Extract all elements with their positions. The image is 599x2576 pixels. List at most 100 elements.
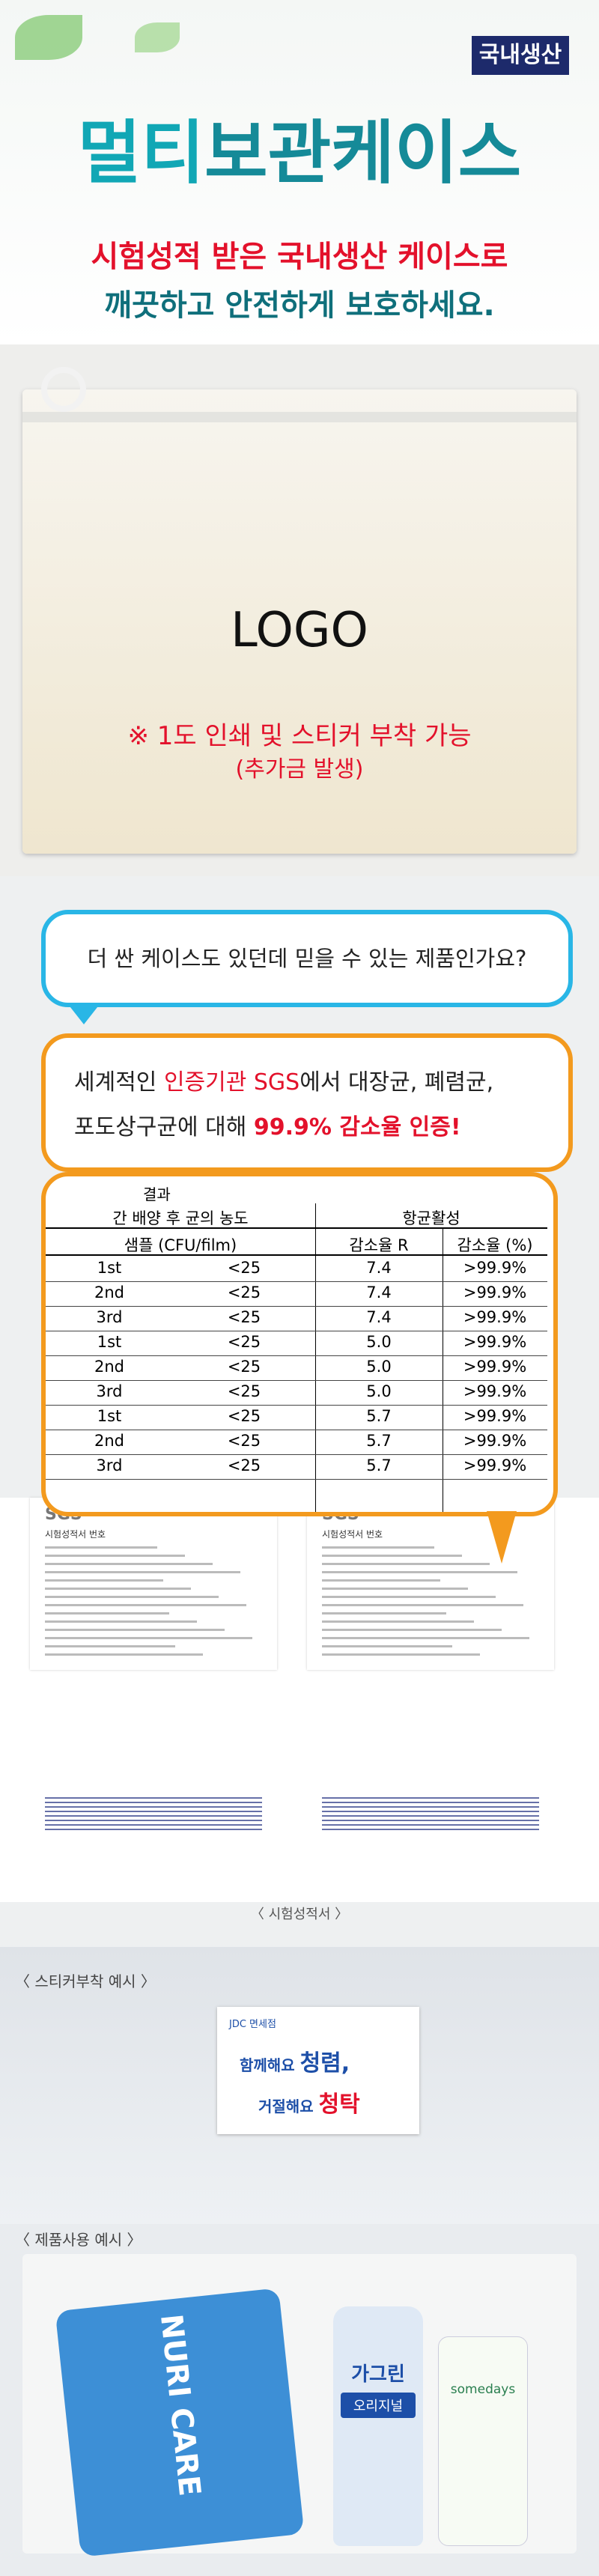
doc-text-line	[322, 1645, 452, 1647]
table-cell: >99.9%	[463, 1456, 527, 1474]
text: 포도상구균에 대해	[74, 1114, 254, 1140]
rule	[46, 1227, 547, 1229]
table-cell: 7.4	[366, 1308, 392, 1326]
test-section: 더 싼 케이스도 있던데 믿을 수 있는 제품인가요? 세계적인 인증기관 SG…	[0, 876, 599, 1947]
table-header: 감소율 R	[349, 1236, 409, 1254]
section-label: 〈 제품사용 예시 〉	[15, 2231, 142, 2249]
doc-text-line	[45, 1820, 262, 1821]
doc-text-line	[45, 1620, 197, 1623]
doc-text-line	[322, 1563, 490, 1565]
title-accent: 멀티	[77, 113, 205, 193]
table-cell: <25	[227, 1382, 261, 1400]
logo: LOGO	[231, 603, 368, 658]
table-cell: <25	[227, 1432, 261, 1450]
bag-photo: LOGO ※ 1도 인쇄 및 스티커 부착 가능 (추가금 발생)	[0, 344, 599, 876]
doc-text-line	[45, 1824, 262, 1826]
table-cell: 5.7	[366, 1456, 392, 1474]
doc-text-line	[45, 1653, 203, 1656]
doc-text-line	[322, 1629, 502, 1631]
ring	[41, 367, 86, 412]
table-caption: 결과	[143, 1185, 171, 1203]
table-cell: <25	[227, 1259, 261, 1277]
document: SGS시험성적서 번호	[307, 1498, 554, 1670]
row-rule	[46, 1454, 547, 1455]
sticker-line: 함께해요 청렴,	[240, 2044, 350, 2077]
row-rule	[46, 1281, 547, 1282]
table-cell: >99.9%	[463, 1358, 527, 1376]
table-cell: <25	[227, 1333, 261, 1351]
doc-text-line	[45, 1797, 262, 1799]
table-cell: 1st	[97, 1333, 122, 1351]
doc-text-line	[322, 1596, 496, 1598]
doc-text-line	[45, 1637, 252, 1639]
doc-text-line	[322, 1811, 539, 1812]
document: SGS시험성적서 번호	[30, 1498, 277, 1670]
wipes: NURI CARE	[55, 2288, 305, 2557]
doc-text-line	[322, 1797, 539, 1799]
table-cell: >99.9%	[463, 1407, 527, 1425]
table-bubble: 결과 간 배양 후 균의 농도 항균활성 샘플 (CFU/film) 감소율 R 감소율 …	[41, 1172, 558, 1516]
bubble-tail	[67, 1003, 100, 1024]
usage-section: 〈 제품사용 예시 〉 NURI CARE 가그린 오리지널 somedays	[0, 2224, 599, 2576]
product-text: NURI CARE	[153, 2312, 207, 2498]
table-cell: <25	[227, 1456, 261, 1474]
table-header: 샘플 (CFU/film)	[124, 1236, 237, 1254]
subtitle: 시험성적 받은 국내생산 케이스로	[91, 240, 508, 274]
doc-text-line	[322, 1637, 529, 1639]
highlight: 청렴,	[300, 2050, 350, 2077]
table-cell: 2nd	[94, 1358, 124, 1376]
table-cell: 3rd	[96, 1382, 123, 1400]
table-cell: 2nd	[94, 1432, 124, 1450]
table-cell: 5.0	[366, 1333, 392, 1351]
doc-text-line	[45, 1806, 262, 1808]
doc-text-line	[322, 1555, 462, 1557]
doc-text-line	[322, 1620, 474, 1623]
sticker-line: 거절해요 청탁	[258, 2086, 360, 2118]
note: (추가금 발생)	[235, 756, 364, 783]
doc-text-line	[45, 1579, 163, 1582]
table-cell: >99.9%	[463, 1308, 527, 1326]
note: ※ 1도 인쇄 및 스티커 부착 가능	[127, 721, 472, 751]
doc-text-line	[45, 1596, 219, 1598]
doc-text-line	[45, 1604, 246, 1606]
header: 국내생산 멀티보관케이스 시험성적 받은 국내생산 케이스로 깨끗하고 안전하게…	[0, 0, 599, 344]
answer-line: 세계적인 인증기관 SGS에서 대장균, 폐렴균,	[74, 1060, 568, 1105]
doc-text-line	[45, 1571, 240, 1573]
doc-text-line	[322, 1546, 434, 1549]
doc-text-line	[45, 1815, 262, 1817]
leaf	[15, 15, 82, 60]
table-cell: 1st	[97, 1259, 122, 1277]
doc-text-line	[322, 1820, 539, 1821]
col-rule	[315, 1203, 316, 1512]
table-header: 감소율 (%)	[457, 1236, 533, 1254]
doc-text-line	[322, 1579, 440, 1582]
sticker-section: 〈 스티커부착 예시 〉 JDC 면세점 함께해요 청렴, 거절해요 청탁	[0, 1947, 599, 2224]
doc-text-line	[322, 1815, 539, 1817]
doc-text-line	[322, 1802, 539, 1803]
text: 에서 대장균, 폐렴균,	[300, 1069, 494, 1096]
doc-text-line	[322, 1806, 539, 1808]
result-table: 결과 간 배양 후 균의 농도 항균활성 샘플 (CFU/film) 감소율 R 감소율 …	[46, 1176, 547, 1512]
doc-heading: 시험성적서 번호	[322, 1529, 383, 1540]
doc-text-line	[45, 1811, 262, 1812]
doc-text-line	[45, 1563, 213, 1565]
subtitle: 깨끗하고 안전하게 보호하세요.	[104, 288, 495, 323]
doc-text-line	[45, 1629, 225, 1631]
table-cell: >99.9%	[463, 1259, 527, 1277]
product-text: 가그린	[351, 2363, 405, 2386]
doc-text-line	[45, 1829, 262, 1830]
title: 멀티보관케이스	[0, 112, 599, 195]
answer-line: 포도상구균에 대해 99.9% 감소율 인증!	[74, 1105, 568, 1150]
table-cell: <25	[227, 1358, 261, 1376]
highlight: 인증기관 SGS	[163, 1069, 300, 1096]
doc-text-line	[322, 1571, 517, 1573]
badge: 국내생산	[472, 36, 569, 75]
doc-text-line	[322, 1604, 523, 1606]
section-label: 〈 스티커부착 예시 〉	[15, 1972, 156, 1990]
table-cell: 1st	[97, 1407, 122, 1425]
table-cell: >99.9%	[463, 1284, 527, 1301]
question-bubble: 더 싼 케이스도 있던데 믿을 수 있는 제품인가요?	[41, 910, 573, 1007]
title-main: 보관케이스	[204, 113, 522, 193]
table-cell: 2nd	[94, 1284, 124, 1301]
doc-text-line	[322, 1612, 446, 1614]
